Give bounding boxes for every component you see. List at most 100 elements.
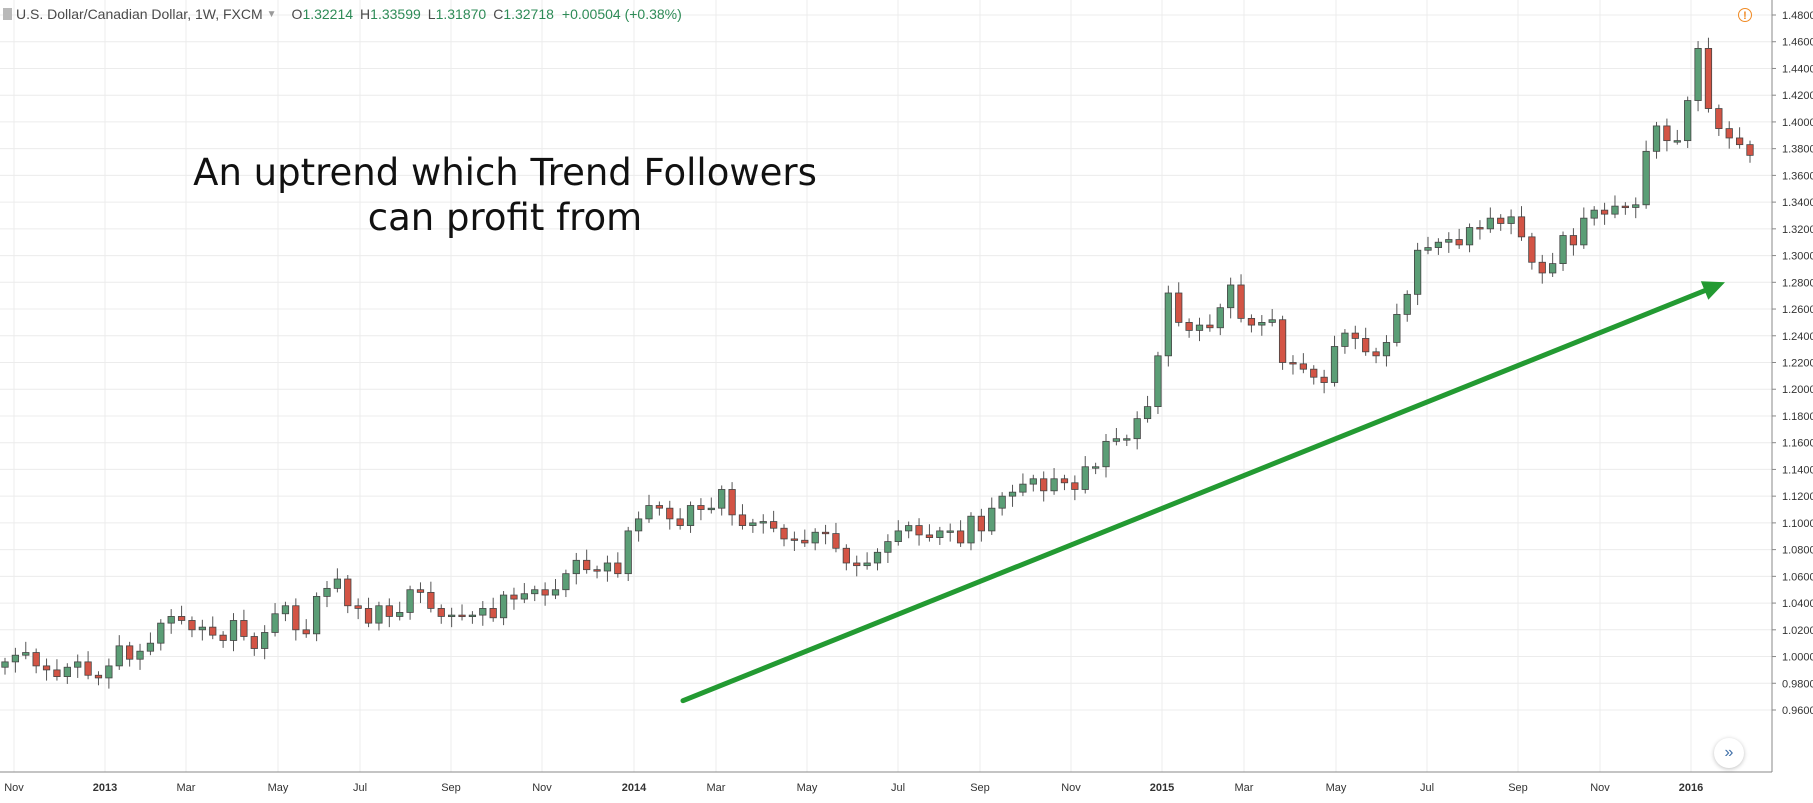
candle-body xyxy=(167,616,175,624)
symbol-title[interactable]: U.S. Dollar/Canadian Dollar, 1W, FXCM xyxy=(16,6,263,22)
candle-body xyxy=(333,578,342,589)
price-tick-label: 1.18000 xyxy=(1782,411,1813,423)
candle-body xyxy=(32,652,40,667)
time-tick-label: Nov xyxy=(1590,782,1610,794)
price-tick-label: 1.44000 xyxy=(1782,63,1813,75)
candle-body xyxy=(1694,48,1702,101)
candle-body xyxy=(312,595,321,635)
candle-body xyxy=(1237,284,1245,319)
candle-body xyxy=(1050,478,1058,492)
candle-body xyxy=(1704,48,1713,109)
candle-body xyxy=(1175,292,1183,323)
candle-body xyxy=(219,634,227,641)
candle-body xyxy=(1528,236,1536,263)
candle-body xyxy=(1164,292,1172,357)
low-label: L xyxy=(427,6,436,22)
candle-body xyxy=(1673,140,1681,143)
candle-body xyxy=(1227,284,1235,309)
candle-body xyxy=(1652,125,1661,152)
high-value: 1.33599 xyxy=(370,6,421,22)
candle-body xyxy=(136,650,144,660)
candle-body xyxy=(1611,205,1619,215)
candle-body xyxy=(1247,317,1256,326)
candle-body xyxy=(1362,338,1370,353)
candle-body xyxy=(1216,307,1224,329)
warning-icon[interactable]: ! xyxy=(1738,8,1752,22)
candle-body xyxy=(624,530,632,575)
candle-body xyxy=(1580,217,1588,246)
candle-body xyxy=(458,614,466,618)
price-tick-label: 1.12000 xyxy=(1782,491,1813,503)
candle-body xyxy=(1195,324,1204,331)
price-tick-label: 1.48000 xyxy=(1782,10,1813,22)
time-tick-label: May xyxy=(797,782,818,794)
candle-body xyxy=(22,652,30,656)
candle-body xyxy=(801,539,809,544)
price-tick-label: 1.30000 xyxy=(1782,251,1813,263)
candle-body xyxy=(292,605,300,631)
candle-body xyxy=(946,530,954,533)
candle-body xyxy=(1289,362,1297,365)
close-label: C xyxy=(493,6,504,22)
candle-body xyxy=(479,608,487,616)
candle-body xyxy=(364,608,373,624)
candle-body xyxy=(468,614,477,618)
candle-body xyxy=(74,661,82,668)
candle-body xyxy=(1320,376,1328,383)
candle-body xyxy=(1642,150,1650,206)
candle-body xyxy=(905,525,913,532)
time-tick-label: Jul xyxy=(1420,782,1434,794)
candle-body xyxy=(1268,319,1276,323)
price-tick-label: 1.22000 xyxy=(1782,358,1813,370)
candle-body xyxy=(375,605,383,624)
candle-body xyxy=(1590,209,1598,219)
chart-legend-header: U.S. Dollar/Canadian Dollar, 1W, FXCM ▼ … xyxy=(0,4,682,24)
price-tick-label: 1.28000 xyxy=(1782,277,1813,289)
candle-body xyxy=(1206,324,1214,329)
candle-body xyxy=(593,569,601,572)
candle-body xyxy=(1403,293,1411,315)
candle-body xyxy=(1684,100,1692,142)
time-tick-label: Nov xyxy=(4,782,24,794)
candle-body xyxy=(209,626,217,636)
scroll-to-latest-button[interactable]: » xyxy=(1714,738,1744,768)
candle-body xyxy=(863,562,871,567)
candle-body xyxy=(738,514,747,526)
candle-body xyxy=(790,538,799,541)
candle-body xyxy=(832,533,840,549)
time-tick-label: 2015 xyxy=(1150,782,1174,794)
price-tick-label: 1.20000 xyxy=(1782,384,1813,396)
price-tick-label: 1.16000 xyxy=(1782,438,1813,450)
candle-body xyxy=(1372,351,1380,357)
candle-body xyxy=(1393,313,1401,343)
candle-body xyxy=(427,591,435,609)
candle-body xyxy=(281,605,290,615)
price-tick-label: 1.46000 xyxy=(1782,37,1813,49)
candle-body xyxy=(229,620,238,641)
time-tick-label: Sep xyxy=(970,782,990,794)
candle-body xyxy=(634,518,643,532)
price-tick-label: 0.98000 xyxy=(1782,678,1813,690)
candle-body xyxy=(759,521,767,524)
annotation-line-1: An uptrend which Trend Followers xyxy=(193,151,817,194)
candle-body xyxy=(1382,342,1391,357)
candle-body xyxy=(728,489,736,516)
candle-body xyxy=(1465,227,1474,246)
symbol-icon xyxy=(3,8,12,20)
candle-body xyxy=(1497,217,1505,224)
price-tick-label: 1.42000 xyxy=(1782,90,1813,102)
price-tick-label: 1.40000 xyxy=(1782,117,1813,129)
time-tick-label: 2014 xyxy=(622,782,647,794)
candle-body xyxy=(1569,235,1578,246)
chevron-down-icon[interactable]: ▼ xyxy=(266,8,277,20)
candle-body xyxy=(1029,478,1037,485)
low-value: 1.31870 xyxy=(435,6,487,22)
price-tick-label: 1.10000 xyxy=(1782,518,1813,530)
candle-body xyxy=(1133,418,1141,440)
close-value: 1.32718 xyxy=(503,6,554,22)
candle-body xyxy=(655,505,663,509)
candle-body xyxy=(531,589,539,595)
candle-body xyxy=(1621,205,1629,209)
